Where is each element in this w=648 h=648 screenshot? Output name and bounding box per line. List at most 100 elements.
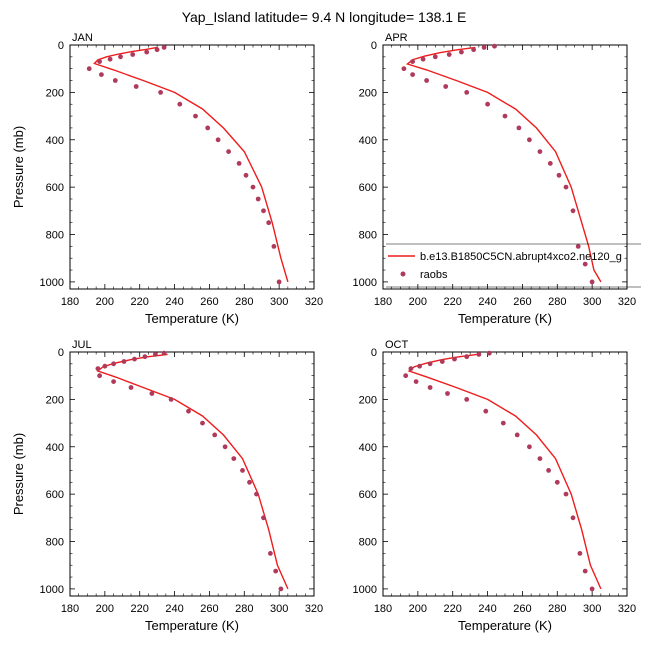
- raobs-point: [471, 47, 476, 53]
- panel-title: JUL: [72, 339, 92, 351]
- y-tick-label: 200: [46, 394, 64, 406]
- x-axis-label: Temperature (K): [458, 618, 552, 633]
- raobs-point: [273, 568, 279, 574]
- raobs-point: [133, 84, 139, 89]
- raobs-point: [99, 72, 104, 77]
- raobs-point: [161, 45, 167, 50]
- raobs-point: [205, 125, 211, 131]
- raobs-point: [97, 59, 102, 64]
- raobs-point: [485, 101, 490, 107]
- y-tick-label: 1000: [40, 277, 64, 289]
- panel-apr: 180 200 220 240 260 280 300 320 0 200 400 600 800 100…: [353, 32, 637, 326]
- legend-obs-label: raobs: [420, 269, 448, 281]
- raobs-point: [102, 363, 108, 369]
- model-profile-line: [96, 353, 289, 590]
- y-tick-label: 800: [359, 230, 377, 242]
- raobs-point: [408, 366, 414, 371]
- x-tick-label: 320: [305, 603, 323, 615]
- y-tick-label: 0: [58, 40, 64, 52]
- x-axis-label: Temperature (K): [145, 618, 239, 633]
- x-tick-label: 200: [96, 296, 114, 308]
- x-tick-label: 300: [583, 603, 601, 615]
- y-tick-label: 600: [359, 182, 377, 194]
- model-profile-line: [93, 46, 289, 283]
- raobs-point: [161, 350, 167, 356]
- x-tick-label: 300: [583, 296, 601, 308]
- raobs-point: [278, 586, 284, 592]
- raobs-point: [527, 137, 532, 143]
- raobs-point: [193, 113, 198, 119]
- raobs-point: [149, 391, 155, 396]
- y-tick-label: 1000: [353, 584, 377, 596]
- y-axis-label: Pressure (mb): [11, 126, 26, 208]
- raobs-point: [417, 363, 422, 369]
- model-profile-line: [405, 46, 602, 283]
- y-tick-label: 600: [46, 182, 64, 194]
- legend-model-label: b.e13.B1850C5CN.abrupt4xco2.ne120_g: [420, 251, 622, 263]
- raobs-point: [459, 49, 464, 55]
- x-tick-label: 200: [409, 296, 427, 308]
- x-tick-label: 280: [548, 296, 566, 308]
- y-tick-label: 0: [58, 347, 64, 359]
- x-tick-label: 280: [548, 603, 566, 615]
- x-tick-label: 260: [200, 603, 218, 615]
- raobs-point: [142, 354, 148, 360]
- figure-title: Yap_Island latitude= 9.4 N longitude= 13…: [182, 9, 467, 25]
- raobs-point: [582, 261, 588, 267]
- raobs-point: [128, 385, 134, 390]
- x-tick-label: 220: [444, 296, 462, 308]
- raobs-point: [427, 385, 433, 390]
- raobs-point: [177, 101, 183, 107]
- x-tick-label: 260: [200, 296, 218, 308]
- raobs-point: [537, 149, 543, 155]
- raobs-point: [255, 196, 261, 202]
- raobs-point: [144, 49, 150, 55]
- raobs-point: [401, 66, 407, 72]
- panels-group: 180 200 220 240 260 280 300 320 0 200 400 600 800 100…: [11, 32, 636, 633]
- y-tick-label: 800: [46, 230, 64, 242]
- raobs-point: [240, 468, 245, 473]
- raobs-point: [439, 359, 445, 364]
- raobs-point: [254, 491, 259, 497]
- panel-jan: 180 200 220 240 260 280 300 320 0 200 400 600 800 100…: [11, 32, 323, 326]
- raobs-point: [452, 356, 457, 362]
- raobs-point: [121, 359, 127, 364]
- raobs-point: [500, 420, 506, 426]
- raobs-point: [153, 352, 158, 357]
- raobs-point: [546, 468, 551, 473]
- raobs-point: [276, 279, 282, 285]
- raobs-point: [231, 456, 237, 461]
- x-tick-label: 180: [61, 296, 79, 308]
- raobs-point: [502, 113, 508, 119]
- raobs-point: [570, 515, 576, 521]
- raobs-point: [563, 491, 569, 497]
- raobs-point: [186, 408, 191, 414]
- raobs-point: [589, 279, 595, 285]
- y-tick-label: 600: [359, 489, 377, 501]
- raobs-point: [268, 551, 273, 556]
- raobs-point: [107, 56, 113, 62]
- raobs-point: [556, 172, 562, 178]
- raobs-point: [527, 444, 532, 450]
- raobs-point: [563, 184, 569, 190]
- y-tick-label: 1000: [40, 584, 64, 596]
- raobs-point: [516, 125, 522, 131]
- raobs-point: [476, 352, 482, 357]
- raobs-point: [481, 45, 487, 50]
- x-tick-label: 260: [513, 603, 531, 615]
- x-tick-label: 180: [374, 603, 392, 615]
- raobs-point: [130, 52, 136, 57]
- legend-obs-swatch: [400, 271, 406, 277]
- x-tick-label: 200: [409, 603, 427, 615]
- raobs-point: [261, 515, 266, 521]
- x-tick-label: 240: [478, 603, 496, 615]
- raobs-point: [554, 479, 560, 485]
- raobs-point: [261, 208, 266, 214]
- raobs-point: [111, 361, 116, 367]
- raobs-point: [403, 373, 409, 379]
- raobs-point: [112, 78, 118, 83]
- raobs-point: [492, 43, 497, 49]
- x-axis-label: Temperature (K): [458, 311, 552, 326]
- x-tick-label: 320: [618, 603, 636, 615]
